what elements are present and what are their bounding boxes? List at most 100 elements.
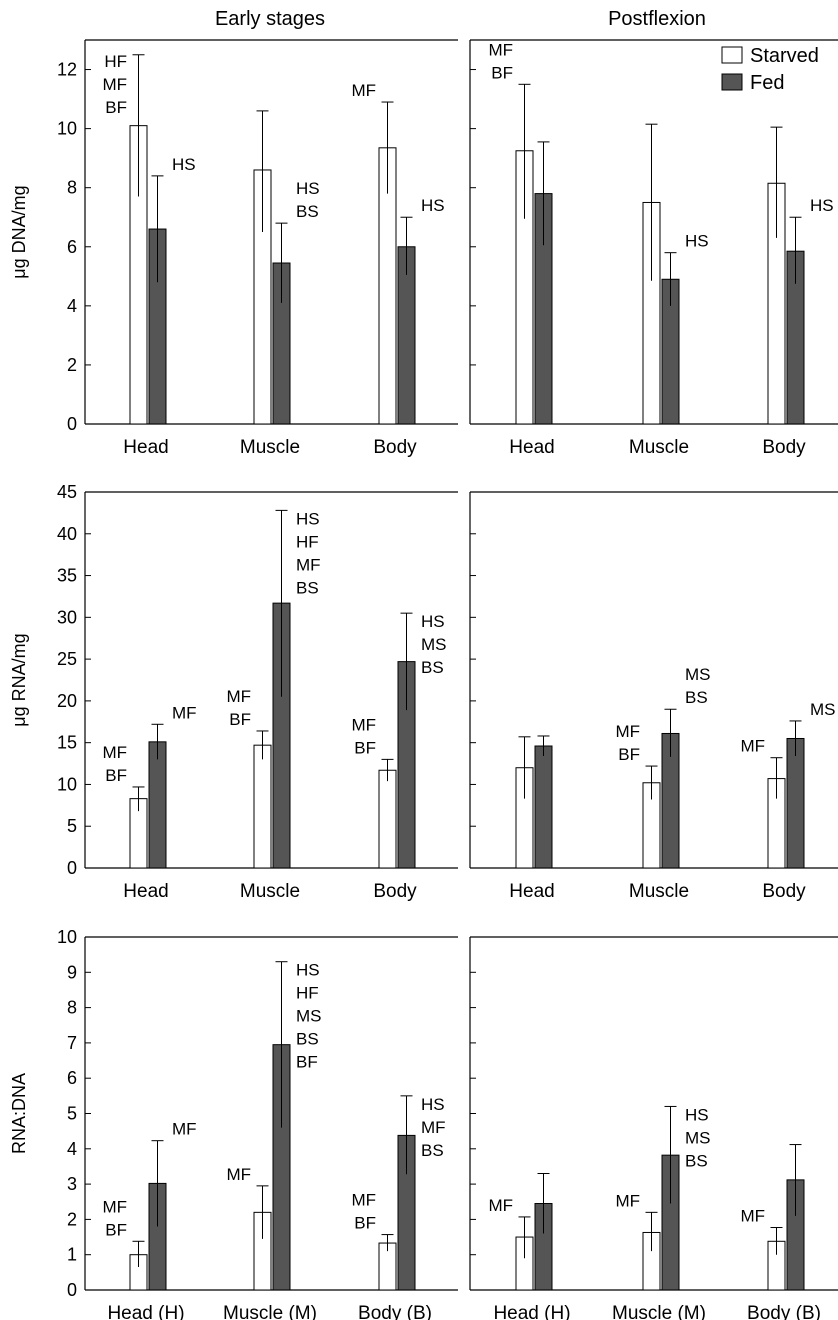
significance-label: MF — [172, 703, 197, 722]
legend-label: Starved — [750, 45, 819, 67]
x-category-label: Muscle — [629, 437, 689, 458]
y-axis-label: μg RNA/mg — [9, 633, 29, 726]
legend: Starved Fed — [721, 45, 819, 94]
significance-label: HS — [421, 196, 445, 215]
significance-label: BS — [421, 658, 444, 677]
legend-label: Fed — [750, 72, 784, 94]
significance-label: HS — [421, 612, 445, 631]
significance-label: BF — [105, 766, 127, 785]
y-tick-label: 10 — [57, 119, 77, 139]
panel-1-0: 0 5 10 15 20 25 30 35 40 45 μg RNA/mg Head MF BF MF Mus… — [9, 482, 458, 902]
significance-label: BF — [354, 738, 376, 757]
y-tick-label: 7 — [67, 1033, 77, 1053]
significance-label: MF — [740, 737, 765, 756]
significance-label: MF — [296, 555, 321, 574]
x-category-label: Body — [373, 881, 417, 902]
bar-starved — [253, 744, 272, 869]
significance-label: MF — [351, 81, 376, 100]
panel-2-1: Head (H) MF Muscle (M) MF HS MS BS Body (B) MF — [469, 936, 838, 1320]
significance-label: BF — [229, 710, 251, 729]
y-tick-label: 10 — [57, 774, 77, 794]
y-tick-label: 6 — [67, 237, 77, 257]
significance-label: HF — [104, 52, 127, 71]
panel-2-0: 0 1 2 3 4 5 6 7 8 9 10 RNA:DNA Head (H) MF BF MF Muscle … — [9, 927, 458, 1320]
x-category-label: Body — [373, 437, 417, 458]
x-category-label: Head (H) — [107, 1303, 184, 1320]
significance-label: BS — [296, 578, 319, 597]
significance-label: HF — [296, 532, 319, 551]
y-tick-label: 15 — [57, 733, 77, 753]
panels: 0 2 4 6 8 10 12 μg DNA/mg Head HF MF BF HS Muscle HS BS… — [9, 39, 838, 1320]
x-category-label: Head (H) — [493, 1303, 570, 1320]
significance-label: MS — [685, 1128, 711, 1147]
significance-label: MF — [421, 1118, 446, 1137]
y-tick-label: 10 — [57, 927, 77, 947]
x-category-label: Body — [762, 437, 806, 458]
significance-label: MF — [740, 1207, 765, 1226]
x-category-label: Muscle (M) — [612, 1303, 706, 1320]
x-category-label: Body (B) — [358, 1303, 432, 1320]
col-title-early: Early stages — [215, 8, 325, 30]
legend-swatch — [721, 46, 743, 64]
significance-label: BS — [685, 1151, 708, 1170]
significance-label: MS — [810, 700, 836, 719]
significance-label: MF — [351, 715, 376, 734]
significance-label: MF — [226, 687, 251, 706]
significance-label: MF — [351, 1191, 376, 1210]
bar-fed — [148, 741, 167, 869]
x-category-label: Muscle — [240, 437, 300, 458]
significance-label: MF — [226, 1165, 251, 1184]
significance-label: MF — [615, 722, 640, 741]
x-category-label: Muscle — [629, 881, 689, 902]
significance-label: MF — [488, 40, 513, 59]
significance-label: BF — [296, 1053, 318, 1072]
significance-label: HS — [421, 1095, 445, 1114]
significance-label: MF — [615, 1191, 640, 1210]
y-tick-label: 0 — [67, 858, 77, 878]
panel-0-0: 0 2 4 6 8 10 12 μg DNA/mg Head HF MF BF HS Muscle HS BS… — [9, 39, 458, 458]
y-tick-label: 25 — [57, 649, 77, 669]
y-tick-label: 20 — [57, 691, 77, 711]
y-tick-label: 3 — [67, 1174, 77, 1194]
significance-label: HS — [685, 1105, 709, 1124]
significance-label: BS — [685, 688, 708, 707]
y-tick-label: 0 — [67, 1280, 77, 1300]
significance-label: BF — [105, 1220, 127, 1239]
y-tick-label: 2 — [67, 355, 77, 375]
significance-label: MF — [102, 743, 127, 762]
x-category-label: Muscle — [240, 881, 300, 902]
panel-0-1: Head MF BF Muscle HS Body HS — [469, 39, 838, 458]
x-category-label: Head — [509, 437, 554, 458]
y-tick-label: 4 — [67, 1139, 77, 1159]
y-tick-label: 8 — [67, 178, 77, 198]
col-title-postflexion: Postflexion — [608, 8, 706, 30]
legend-swatch — [721, 73, 743, 91]
significance-label: HS — [810, 196, 834, 215]
x-category-label: Body (B) — [747, 1303, 821, 1320]
y-tick-label: 0 — [67, 414, 77, 434]
y-axis-label: RNA:DNA — [9, 1073, 29, 1154]
x-category-label: Head — [123, 881, 168, 902]
y-tick-label: 35 — [57, 566, 77, 586]
bar-fed — [534, 745, 553, 869]
y-tick-label: 30 — [57, 607, 77, 627]
x-category-label: Head — [123, 437, 168, 458]
y-tick-label: 2 — [67, 1209, 77, 1229]
y-tick-label: 12 — [57, 60, 77, 80]
bar-starved — [378, 769, 397, 869]
y-tick-label: 5 — [67, 1104, 77, 1124]
bar-fed — [786, 737, 805, 869]
y-tick-label: 8 — [67, 998, 77, 1018]
significance-label: MS — [296, 1007, 322, 1026]
y-axis-label: μg DNA/mg — [9, 185, 29, 278]
y-tick-label: 9 — [67, 962, 77, 982]
significance-label: BF — [491, 63, 513, 82]
significance-label: HS — [296, 509, 320, 528]
significance-label: HF — [296, 984, 319, 1003]
significance-label: MF — [102, 75, 127, 94]
significance-label: BS — [296, 202, 319, 221]
significance-label: BF — [618, 745, 640, 764]
x-category-label: Muscle (M) — [223, 1303, 317, 1320]
significance-label: MF — [488, 1196, 513, 1215]
